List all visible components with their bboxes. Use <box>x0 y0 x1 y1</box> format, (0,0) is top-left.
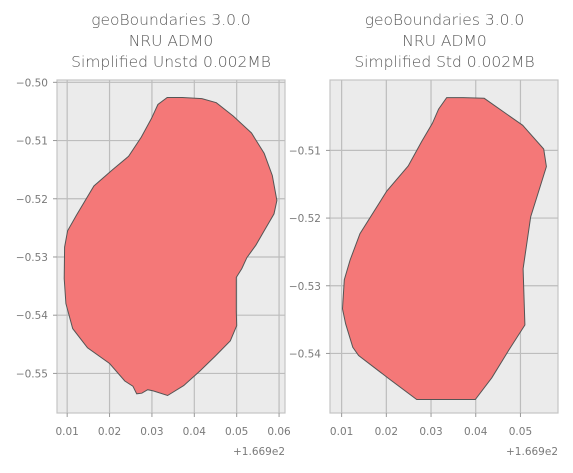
y-tick-label: −0.51 <box>289 145 321 157</box>
left-title-line-2: NRU ADM0 <box>128 32 214 50</box>
right-chart-title: geoBoundaries 3.0.0 NRU ADM0 Simplified … <box>332 10 557 73</box>
x-tick-label: 0.05 <box>225 426 248 438</box>
right-title-line-3: Simplified Std 0.002MB <box>354 53 535 71</box>
x-tick-label: 0.02 <box>98 426 121 438</box>
y-tick-label: −0.53 <box>289 281 321 293</box>
y-tick-label: −0.53 <box>16 252 48 264</box>
y-tick-label: −0.55 <box>16 368 48 380</box>
chart-panel-1: 0.01 0.02 0.03 0.04 0.05 0.06 −0.50 −0.51 −0.52 −… <box>16 77 291 458</box>
x-tick-label: 0.03 <box>419 426 442 438</box>
y-tick-label: −0.50 <box>16 77 48 89</box>
left-title-line-3: Simplified Unstd 0.002MB <box>71 53 271 71</box>
x-offset-label: +1.669e2 <box>506 446 558 458</box>
x-tick-label: 0.06 <box>267 426 291 438</box>
x-tick-label: 0.04 <box>183 426 207 438</box>
y-tick-label: −0.54 <box>16 310 48 322</box>
x-tick-label: 0.01 <box>330 426 353 438</box>
chart-panel-2: 0.01 0.02 0.03 0.04 0.05 −0.51 −0.52 −0.53 −0.54… <box>289 79 559 458</box>
x-tick-label: 0.04 <box>464 426 488 438</box>
left-chart-title: geoBoundaries 3.0.0 NRU ADM0 Simplified … <box>60 10 282 73</box>
x-tick-label: 0.03 <box>140 426 163 438</box>
x-tick-label: 0.01 <box>55 426 78 438</box>
y-tick-label: −0.51 <box>16 136 48 148</box>
y-tick-label: −0.52 <box>289 213 321 225</box>
island-boundary-polygon <box>341 97 547 400</box>
right-title-line-1: geoBoundaries 3.0.0 <box>364 11 525 29</box>
island-boundary-polygon <box>63 97 278 397</box>
y-tick-label: −0.52 <box>16 194 48 206</box>
right-title-line-2: NRU ADM0 <box>402 32 487 50</box>
y-tick-label: −0.54 <box>289 348 321 360</box>
x-tick-label: 0.05 <box>509 426 532 438</box>
x-tick-label: 0.02 <box>375 426 398 438</box>
x-offset-label: +1.669e2 <box>233 446 285 458</box>
left-title-line-1: geoBoundaries 3.0.0 <box>91 11 251 29</box>
